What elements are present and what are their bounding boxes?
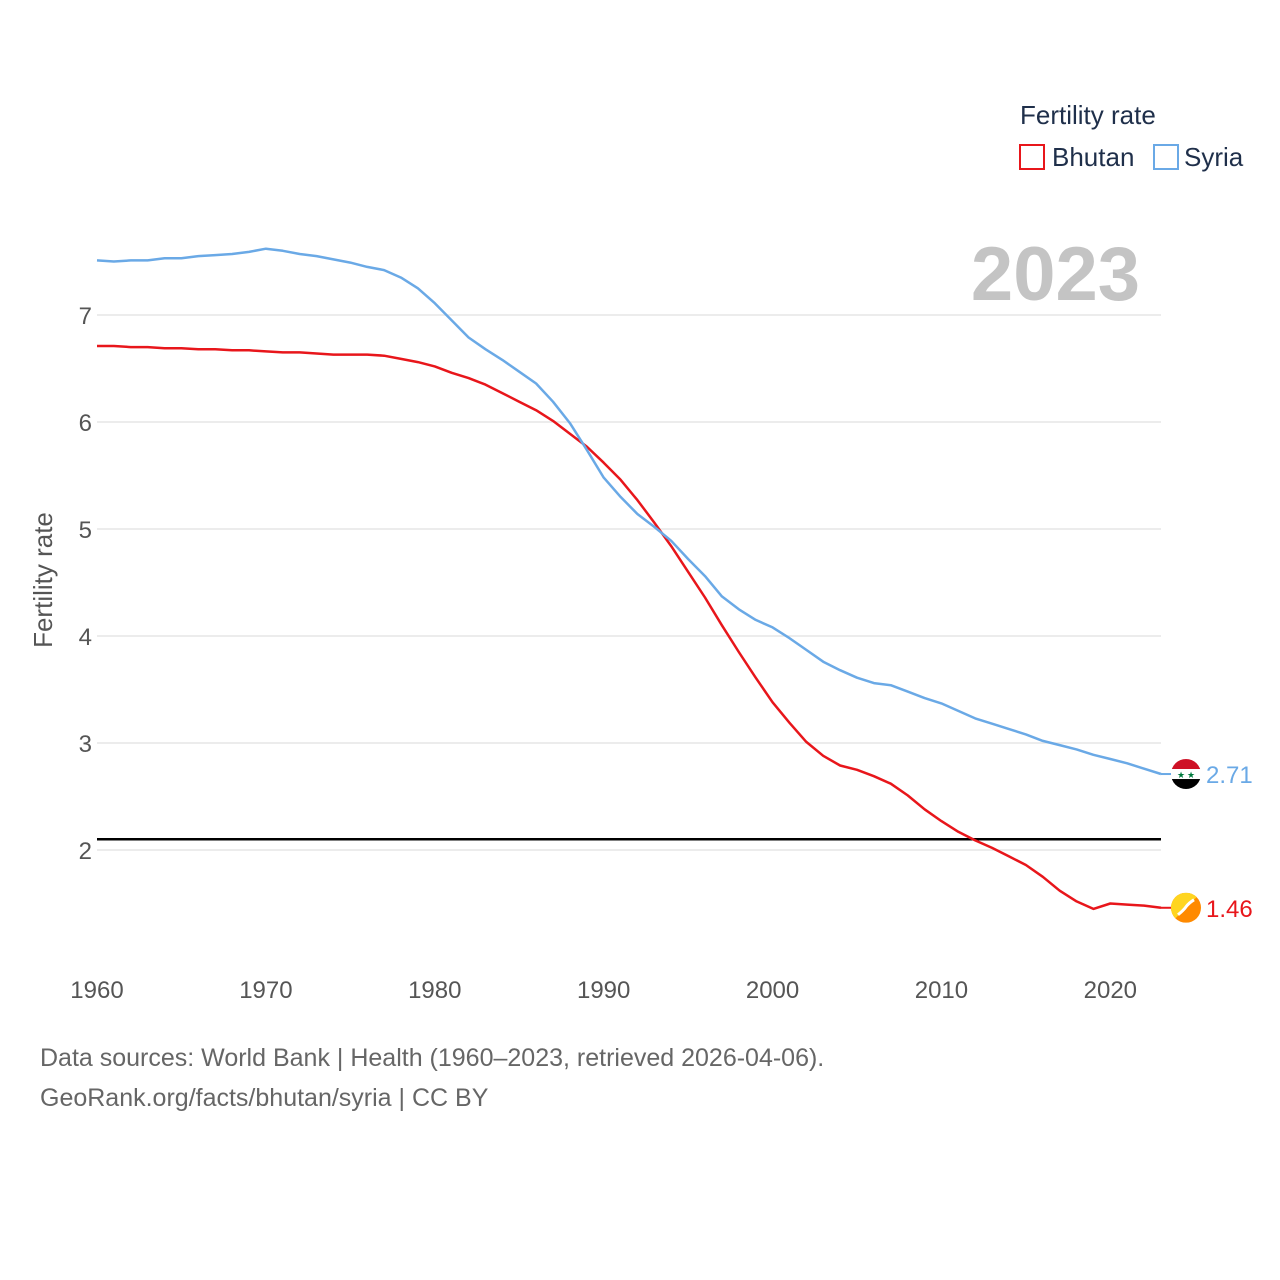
legend-label-syria: Syria (1184, 142, 1244, 172)
x-tick-label-2020: 2020 (1084, 977, 1137, 1004)
x-tick-label-2010: 2010 (915, 977, 968, 1004)
legend-swatch-bhutan (1019, 144, 1045, 170)
legend-title: Fertility rate (1020, 100, 1156, 130)
y-axis-ticks: 2 3 4 5 6 7 (79, 303, 92, 865)
x-tick-label-1980: 1980 (408, 977, 461, 1004)
y-tick-label-3: 3 (79, 731, 92, 758)
x-tick-label-1960: 1960 (70, 977, 123, 1004)
x-tick-label-1990: 1990 (577, 977, 630, 1004)
legend-swatch-syria (1153, 144, 1179, 170)
legend-label-bhutan: Bhutan (1052, 142, 1134, 172)
y-tick-label-6: 6 (79, 410, 92, 437)
gridlines (97, 314, 1161, 851)
syria-flag-icon: ★ ★ (1171, 759, 1201, 790)
series-line-syria (96, 247, 1162, 776)
svg-text:★: ★ (1187, 771, 1195, 781)
year-label: 2023 (971, 232, 1140, 317)
svg-text:★: ★ (1177, 771, 1185, 781)
y-tick-label-2: 2 (79, 838, 92, 865)
y-tick-label-4: 4 (79, 624, 92, 651)
y-tick-label-7: 7 (79, 303, 92, 330)
footer-credit: GeoRank.org/facts/bhutan/syria | CC BY (40, 1084, 489, 1112)
footer-sources: Data sources: World Bank | Health (1960–… (40, 1044, 825, 1072)
legend: Fertility rate Bhutan Syria (1019, 100, 1244, 172)
y-tick-label-5: 5 (79, 517, 92, 544)
bhutan-flag-icon (1171, 892, 1201, 923)
series-lines (96, 247, 1171, 911)
x-axis-ticks: 1960 1970 1980 1990 2000 2010 2020 (70, 977, 1137, 1004)
y-axis-label: Fertility rate (28, 512, 58, 648)
end-label-syria: 2.71 (1206, 762, 1253, 789)
x-tick-label-1970: 1970 (239, 977, 292, 1004)
series-line-bhutan (97, 344, 1162, 911)
end-label-bhutan: 1.46 (1206, 896, 1253, 923)
x-tick-label-2000: 2000 (746, 977, 799, 1004)
